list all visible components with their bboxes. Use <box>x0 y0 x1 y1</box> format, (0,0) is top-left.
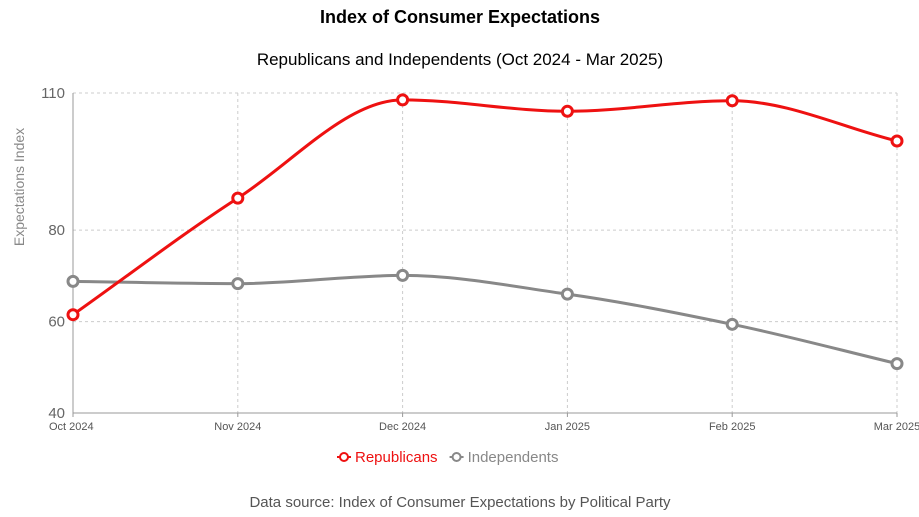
y-axis-label: Expectations Index <box>11 128 27 246</box>
data-point-republicans-oct-2024[interactable] <box>66 308 80 322</box>
x-tick-label-feb-2025: Feb 2025 <box>709 421 755 433</box>
data-point-independents-feb-2025[interactable] <box>725 317 739 331</box>
legend-item-republicans[interactable]: Republicans <box>337 449 438 466</box>
data-point-republicans-jan-2025[interactable] <box>560 104 574 118</box>
x-tick-label-dec-2024: Dec 2024 <box>379 421 426 433</box>
x-tick-label-mar-2025: Mar 2025 <box>874 421 919 433</box>
data-point-republicans-feb-2025[interactable] <box>725 94 739 108</box>
legend-item-independents[interactable]: Independents <box>449 449 559 466</box>
series-line-republicans <box>72 98 898 316</box>
series-republicans <box>66 93 904 322</box>
chart-title: Index of Consumer Expectations <box>320 7 600 27</box>
data-point-republicans-mar-2025[interactable] <box>890 134 904 148</box>
series-layer <box>66 93 904 371</box>
legend-label-independents: Independents <box>468 449 559 466</box>
y-tick-label-60: 60 <box>48 314 65 331</box>
legend-marker-independents <box>451 452 462 462</box>
data-point-independents-jan-2025[interactable] <box>560 287 574 301</box>
y-tick-label-110: 110 <box>41 85 65 102</box>
data-point-independents-mar-2025[interactable] <box>890 357 904 371</box>
x-tick-label-oct-2024: Oct 2024 <box>49 421 94 433</box>
y-tick-label-80: 80 <box>48 222 65 239</box>
series-independents <box>66 268 904 371</box>
data-source-note: Data source: Index of Consumer Expectati… <box>249 494 671 511</box>
series-line-independents <box>72 273 898 366</box>
legend: Republicans Independents <box>337 449 558 466</box>
axis-layer: 40 60 80 110 Oct 2024 Nov 2024 Dec 2024 Jan 202… <box>41 85 919 433</box>
data-point-republicans-nov-2024[interactable] <box>231 191 245 205</box>
data-point-independents-nov-2024[interactable] <box>231 277 245 291</box>
legend-marker-republicans <box>339 452 349 462</box>
x-tick-label-jan-2025: Jan 2025 <box>545 421 590 433</box>
x-tick-label-nov-2024: Nov 2024 <box>214 421 261 433</box>
grid-layer <box>73 92 898 414</box>
y-tick-label-40: 40 <box>48 405 65 422</box>
data-point-republicans-dec-2024[interactable] <box>396 93 410 107</box>
chart-subtitle: Republicans and Independents (Oct 2024 -… <box>257 50 663 69</box>
legend-label-republicans: Republicans <box>355 449 438 466</box>
data-point-independents-dec-2024[interactable] <box>396 268 410 282</box>
data-point-independents-oct-2024[interactable] <box>66 274 80 288</box>
